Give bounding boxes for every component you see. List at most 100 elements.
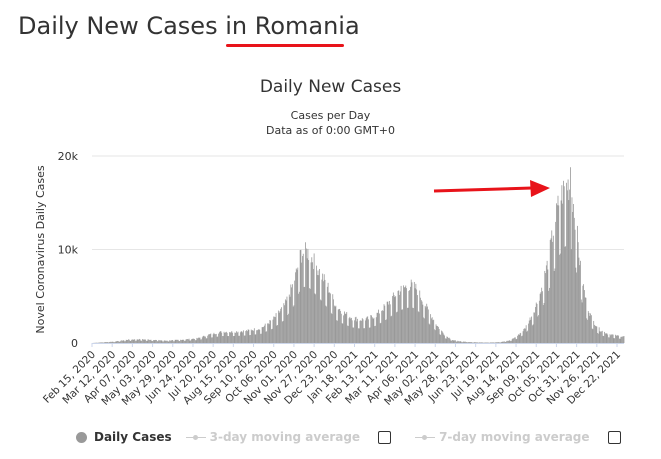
bar <box>345 313 347 343</box>
bar <box>519 333 521 343</box>
bar <box>268 324 270 343</box>
bar <box>286 296 288 343</box>
bar <box>209 334 211 343</box>
bar <box>588 312 590 343</box>
bar <box>606 333 608 343</box>
bar <box>573 217 575 343</box>
bar <box>528 320 530 343</box>
bar <box>159 340 161 343</box>
bar <box>367 316 369 343</box>
bar <box>118 341 119 343</box>
bar <box>586 318 588 343</box>
bar <box>127 339 129 343</box>
bar <box>609 334 611 343</box>
bar <box>573 204 574 343</box>
bar <box>188 338 190 343</box>
bar <box>518 334 520 343</box>
bar <box>119 341 121 343</box>
bar <box>465 341 467 343</box>
bar <box>378 313 380 343</box>
bar <box>523 328 525 343</box>
bar <box>499 342 501 343</box>
bar <box>444 338 446 343</box>
bar <box>285 300 287 343</box>
bar <box>107 342 108 343</box>
bar <box>145 339 146 343</box>
bar <box>112 341 114 343</box>
bar <box>344 311 345 343</box>
bar <box>231 331 233 343</box>
bar <box>402 309 404 343</box>
bar <box>516 338 518 343</box>
bar <box>479 342 480 343</box>
bar <box>532 324 534 343</box>
bar <box>517 334 519 343</box>
bar <box>397 290 399 343</box>
bar <box>104 342 105 343</box>
bar <box>241 331 243 343</box>
grid-layer <box>92 155 624 250</box>
bar <box>261 327 263 343</box>
legend-item-3day-average[interactable]: 3-day moving average <box>185 430 401 444</box>
bar <box>187 339 189 343</box>
bar <box>304 286 306 343</box>
bar <box>566 190 568 343</box>
bar <box>608 337 609 343</box>
bar <box>451 340 452 343</box>
bar <box>618 335 619 343</box>
bar <box>277 325 279 343</box>
bar <box>170 340 172 343</box>
bar <box>292 306 294 343</box>
bar <box>375 325 376 343</box>
legend-line-marker-icon <box>415 432 436 443</box>
bar <box>617 335 619 343</box>
bar <box>448 337 450 343</box>
bar <box>480 342 482 343</box>
bar <box>533 312 535 343</box>
bar <box>447 336 449 343</box>
bar <box>542 291 543 343</box>
bar <box>368 319 369 343</box>
bar <box>222 336 224 343</box>
bar <box>267 323 269 343</box>
7day-average-checkbox[interactable] <box>607 430 621 444</box>
bar <box>564 246 566 343</box>
bar <box>485 342 487 343</box>
bar <box>482 342 484 343</box>
bar <box>146 340 148 343</box>
bar <box>440 334 442 343</box>
bar <box>403 287 405 343</box>
bar <box>353 327 355 343</box>
legend-item-daily-cases[interactable]: Daily Cases <box>76 430 172 444</box>
bar <box>250 329 252 343</box>
bar <box>121 340 122 343</box>
bar <box>574 229 576 343</box>
bar <box>460 341 462 343</box>
bar <box>374 326 376 343</box>
bar <box>232 332 233 343</box>
bar <box>455 341 457 343</box>
bar <box>464 341 466 343</box>
bar <box>549 287 550 343</box>
bar <box>215 334 216 343</box>
bar <box>613 338 615 343</box>
bar <box>320 300 322 343</box>
bar <box>430 314 432 343</box>
bar <box>208 334 210 343</box>
bar <box>561 185 563 343</box>
bar <box>524 328 525 343</box>
bar <box>401 309 403 343</box>
bar <box>271 329 272 343</box>
bar <box>587 319 588 343</box>
bar <box>116 341 118 343</box>
bar <box>176 339 178 343</box>
3day-average-checkbox[interactable] <box>378 430 392 444</box>
bar <box>136 339 138 343</box>
bar <box>267 323 268 343</box>
bar <box>183 339 185 343</box>
bar <box>521 335 523 343</box>
bar <box>471 342 473 343</box>
legend-item-7day-average[interactable]: 7-day moving average <box>415 430 630 444</box>
bar <box>251 330 253 343</box>
bar <box>466 342 468 343</box>
